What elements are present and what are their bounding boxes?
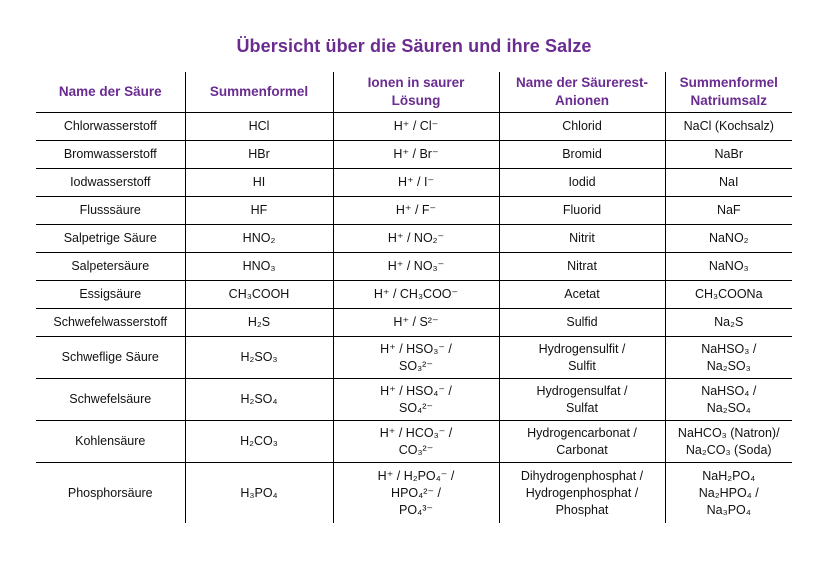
header-row: Name der Säure Summenformel Ionen in sau… <box>36 72 792 113</box>
cell-acid-name: Schwefelwasserstoff <box>36 308 186 337</box>
cell-ions: H⁺ / Br⁻ <box>333 140 500 169</box>
cell-acid-name: Schwefelsäure <box>36 378 186 421</box>
cell-salt: NaCl (Kochsalz) <box>665 112 792 141</box>
cell-formula: HNO₃ <box>185 252 334 281</box>
cell-formula: HF <box>185 196 334 225</box>
table-row: Schwefelwasserstoff H₂S H⁺ / S²⁻ Sulfid … <box>36 308 792 337</box>
cell-formula: HI <box>185 168 334 197</box>
cell-anion: Chlorid <box>499 112 666 141</box>
cell-acid-name: Iodwasserstoff <box>36 168 186 197</box>
header-ions: Ionen in saurer Lösung <box>333 72 500 113</box>
cell-anion: Hydrogencarbonat / Carbonat <box>499 420 666 463</box>
cell-ions: H⁺ / HSO₃⁻ / SO₃²⁻ <box>333 336 500 379</box>
table-row: Bromwasserstoff HBr H⁺ / Br⁻ Bromid NaBr <box>36 140 792 169</box>
cell-anion: Nitrit <box>499 224 666 253</box>
cell-ions: H⁺ / CH₃COO⁻ <box>333 280 500 309</box>
cell-formula: H₂SO₃ <box>185 336 334 379</box>
cell-salt: NaHSO₄ / Na₂SO₄ <box>665 378 792 421</box>
cell-ions: H⁺ / F⁻ <box>333 196 500 225</box>
cell-salt: NaH₂PO₄ Na₂HPO₄ / Na₃PO₄ <box>698 468 759 517</box>
cell-formula: H₂CO₃ <box>185 420 334 463</box>
table-row: Iodwasserstoff HI H⁺ / I⁻ Iodid NaI <box>36 168 792 197</box>
cell-anion: Fluorid <box>499 196 666 225</box>
header-sodium-salt: Summenformel Natriumsalz <box>665 72 792 113</box>
cell-anion: Iodid <box>499 168 666 197</box>
cell-ions: H⁺ / HSO₄⁻ / SO₄²⁻ <box>333 378 500 421</box>
cell-anion: Acetat <box>499 280 666 309</box>
cell-salt: NaNO₃ <box>665 252 792 281</box>
table-row: Kohlensäure H₂CO₃ H⁺ / HCO₃⁻ / CO₃²⁻ Hydr… <box>36 420 792 463</box>
cell-formula: CH₃COOH <box>185 280 334 309</box>
cell-ions: H⁺ / H₂PO₄⁻ / HPO₄²⁻ / PO₄³⁻ <box>333 462 500 523</box>
cell-anion: Bromid <box>499 140 666 169</box>
cell-formula: H₂S <box>185 308 334 337</box>
cell-salt: NaNO₂ <box>665 224 792 253</box>
cell-formula: H₃PO₄ <box>185 462 334 523</box>
cell-anion: Nitrat <box>499 252 666 281</box>
cell-salt: NaF <box>665 196 792 225</box>
cell-acid-name: Salpetrige Säure <box>36 224 186 253</box>
cell-formula: HBr <box>185 140 334 169</box>
table-row: Chlorwasserstoff HCl H⁺ / Cl⁻ Chlorid Na… <box>36 112 792 141</box>
cell-salt: NaI <box>665 168 792 197</box>
cell-formula: H₂SO₄ <box>185 378 334 421</box>
cell-acid-name: Flusssäure <box>36 196 186 225</box>
cell-ions: H⁺ / I⁻ <box>333 168 500 197</box>
header-formula: Summenformel <box>185 72 334 113</box>
acids-table: Name der Säure Summenformel Ionen in sau… <box>36 72 792 523</box>
cell-formula: HCl <box>185 112 334 141</box>
header-anion-name: Name der Säurerest- Anionen <box>499 72 666 113</box>
table-row: Salpetersäure HNO₃ H⁺ / NO₃⁻ Nitrat NaNO… <box>36 252 792 281</box>
cell-ions: H⁺ / Cl⁻ <box>333 112 500 141</box>
table-row: Schweflige Säure H₂SO₃ H⁺ / HSO₃⁻ / SO₃²⁻… <box>36 336 792 379</box>
cell-salt: NaHCO₃ (Natron)/Na₂CO₃ (Soda) <box>665 420 792 463</box>
cell-acid-name: Essigsäure <box>36 280 186 309</box>
table-row: Schwefelsäure H₂SO₄ H⁺ / HSO₄⁻ / SO₄²⁻ Hy… <box>36 378 792 421</box>
cell-ions: H⁺ / S²⁻ <box>333 308 500 337</box>
cell-salt: NaHSO₃ / Na₂SO₃ <box>665 336 792 379</box>
cell-acid-name: Chlorwasserstoff <box>36 112 186 141</box>
page-title: Übersicht über die Säuren und ihre Salze <box>236 36 592 56</box>
table-row: Flusssäure HF H⁺ / F⁻ Fluorid NaF <box>36 196 792 225</box>
cell-ions: H⁺ / NO₂⁻ <box>333 224 500 253</box>
cell-salt: Na₂S <box>665 308 792 337</box>
cell-anion: Dihydrogenphosphat / Hydrogenphosphat / Ph… <box>499 462 666 523</box>
cell-ions: H⁺ / NO₃⁻ <box>333 252 500 281</box>
cell-anion: Hydrogensulfit / Sulfit <box>499 336 666 379</box>
cell-salt: NaBr <box>665 140 792 169</box>
cell-salt: CH₃COONa <box>665 280 792 309</box>
header-acid-name: Name der Säure <box>36 72 186 113</box>
table-row: Phosphorsäure H₃PO₄ H⁺ / H₂PO₄⁻ / HPO₄²⁻ … <box>36 462 792 523</box>
table-row: Salpetrige Säure HNO₂ H⁺ / NO₂⁻ Nitrit N… <box>36 224 792 253</box>
cell-anion: Hydrogensulfat / Sulfat <box>499 378 666 421</box>
cell-acid-name: Bromwasserstoff <box>36 140 186 169</box>
cell-acid-name: Schweflige Säure <box>36 336 186 379</box>
cell-anion: Sulfid <box>499 308 666 337</box>
cell-acid-name: Kohlensäure <box>36 420 186 463</box>
cell-acid-name: Phosphorsäure <box>36 462 186 523</box>
cell-acid-name: Salpetersäure <box>36 252 186 281</box>
cell-formula: HNO₂ <box>185 224 334 253</box>
cell-ions: H⁺ / HCO₃⁻ / CO₃²⁻ <box>333 420 500 463</box>
table-row: Essigsäure CH₃COOH H⁺ / CH₃COO⁻ Acetat C… <box>36 280 792 309</box>
